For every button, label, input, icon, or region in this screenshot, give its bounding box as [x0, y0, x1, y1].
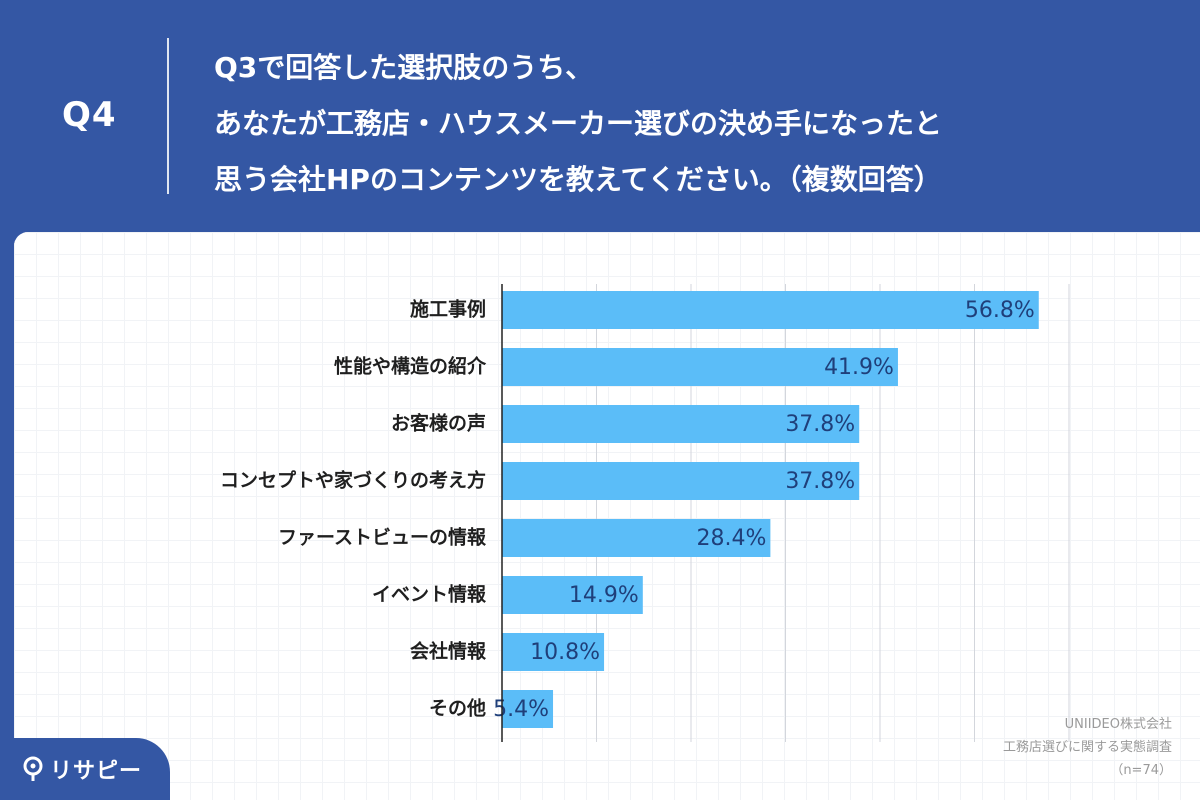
bar	[502, 405, 860, 443]
chart-panel: 施工事例 56.8% 性能や構造の紹介 41.9% お客様の声 37.8% コンセプトや家づ…	[14, 232, 1200, 800]
source-company: UNIIDEO株式会社	[1064, 717, 1172, 732]
value-label: 56.8%	[965, 298, 1035, 323]
bar	[502, 291, 1039, 329]
bar	[502, 348, 898, 386]
category-label: イベント情報	[372, 583, 487, 606]
header: Q4 Q3で回答した選択肢のうち、 あなたが工務店・ハウスメーカー選びの決め手に…	[0, 0, 1200, 232]
bar	[502, 690, 554, 728]
question-title-line: Q3で回答した選択肢のうち、	[214, 51, 594, 84]
value-label: 28.4%	[696, 526, 766, 551]
bar-chart: 施工事例 56.8% 性能や構造の紹介 41.9% お客様の声 37.8% コンセプトや家づ…	[220, 284, 1070, 742]
source-survey: 工務店選びに関する実態調査	[1002, 740, 1172, 755]
category-label: ファーストビューの情報	[278, 526, 487, 549]
category-label: その他	[429, 697, 486, 720]
category-label: コンセプトや家づくりの考え方	[220, 469, 486, 492]
value-label: 14.9%	[569, 583, 639, 608]
question-title-line: 思う会社HPのコンテンツを教えてください。（複数回答）	[214, 163, 942, 196]
question-number: Q4	[62, 95, 117, 135]
bar	[502, 462, 860, 500]
bar	[502, 633, 605, 671]
pin-icon	[23, 756, 43, 781]
value-label: 41.9%	[824, 355, 894, 380]
source-sample-size: （n=74）	[1110, 763, 1172, 778]
value-label: 10.8%	[530, 640, 600, 665]
question-title: Q3で回答した選択肢のうち、 あなたが工務店・ハウスメーカー選びの決め手になった…	[214, 40, 1174, 208]
value-label: 37.8%	[785, 469, 855, 494]
category-label: 施工事例	[410, 298, 486, 321]
category-label: 会社情報	[410, 640, 487, 663]
bar	[502, 576, 643, 614]
logo-text: リサピー	[50, 759, 143, 784]
category-label: お客様の声	[391, 412, 486, 435]
question-title-line: あなたが工務店・ハウスメーカー選びの決め手になったと	[214, 107, 943, 140]
bar	[502, 519, 771, 557]
category-label: 性能や構造の紹介	[334, 355, 487, 378]
logo: リサピー	[0, 738, 170, 800]
source-note: UNIIDEO株式会社 工務店選びに関する実態調査 （n=74）	[1003, 713, 1172, 782]
header-divider	[167, 38, 169, 194]
value-label: 37.8%	[785, 412, 855, 437]
